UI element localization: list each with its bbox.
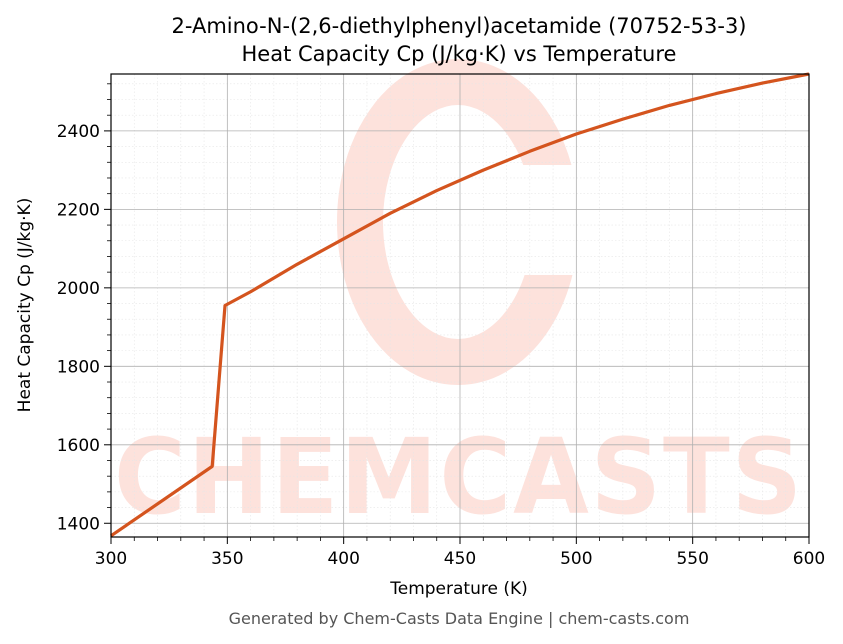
y-axis: 1400 1600 1800 2000 2200 2400	[57, 83, 111, 534]
x-tick-label: 350	[211, 549, 243, 569]
watermark: CHEMCASTS	[114, 59, 804, 538]
chart-title-line1: 2-Amino-N-(2,6-diethylphenyl)acetamide (…	[171, 14, 746, 38]
y-tick-label: 1800	[57, 357, 100, 377]
x-axis-label: Temperature (K)	[389, 579, 528, 599]
x-tick-label: 300	[95, 549, 127, 569]
y-tick-label: 1600	[57, 436, 100, 456]
y-tick-label: 2400	[57, 122, 100, 142]
x-tick-label: 550	[676, 549, 708, 569]
y-tick-label: 2000	[57, 279, 100, 299]
y-tick-label: 2200	[57, 200, 100, 220]
watermark-text: CHEMCASTS	[114, 416, 804, 538]
x-tick-label: 500	[560, 549, 592, 569]
x-tick-label: 450	[444, 549, 476, 569]
footer-credit: Generated by Chem-Casts Data Engine | ch…	[229, 609, 690, 628]
x-axis: 300 350 400 450 500 550 600	[95, 537, 825, 569]
x-tick-label: 400	[327, 549, 359, 569]
y-tick-label: 1400	[57, 514, 100, 534]
y-axis-label: Heat Capacity Cp (J/kg·K)	[15, 198, 35, 413]
series-line	[110, 72, 810, 538]
chart-title-line2: Heat Capacity Cp (J/kg·K) vs Temperature	[242, 42, 677, 66]
x-tick-label: 600	[793, 549, 825, 569]
